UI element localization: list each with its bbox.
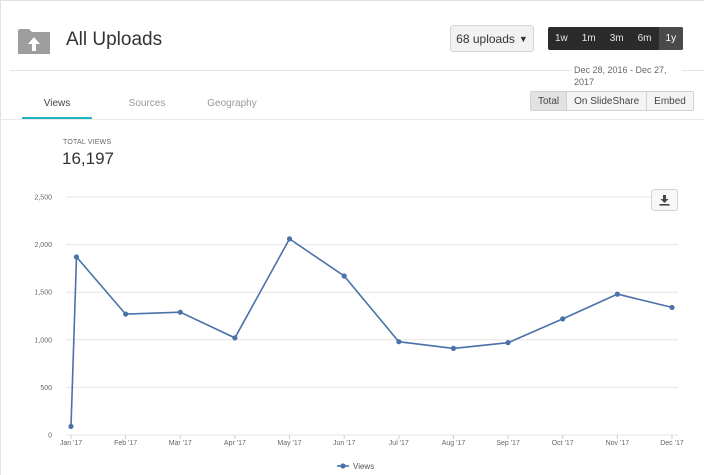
- page-title: All Uploads: [66, 29, 163, 50]
- data-point[interactable]: [341, 273, 347, 279]
- x-tick-label: May '17: [277, 440, 301, 447]
- range-1m-button[interactable]: 1m: [581, 33, 596, 44]
- range-3m-button[interactable]: 3m: [609, 33, 624, 44]
- tabs-divider: [0, 119, 704, 120]
- views-line-chart: 0 500 1,000 1,500 2,000 2,500 Jan '17 Feb '17 M…: [34, 195, 684, 472]
- x-tick-label: Mar '17: [169, 440, 192, 447]
- data-point[interactable]: [450, 345, 457, 351]
- y-tick-label: 500: [40, 385, 52, 392]
- y-tick-label: 2,000: [34, 242, 52, 249]
- data-point[interactable]: [560, 316, 566, 322]
- folder-upload-icon: [18, 29, 50, 54]
- data-point[interactable]: [669, 304, 675, 311]
- x-tick-label: Aug '17: [442, 440, 466, 447]
- data-point[interactable]: [232, 335, 238, 341]
- range-1y-button[interactable]: 1y: [658, 27, 684, 50]
- data-point[interactable]: [68, 423, 74, 430]
- data-point[interactable]: [73, 254, 80, 260]
- data-point[interactable]: [177, 309, 183, 315]
- x-tick-label: Jun '17: [333, 440, 355, 447]
- header-divider: [10, 70, 704, 71]
- x-tick-label: Dec '17: [660, 440, 684, 447]
- data-point[interactable]: [396, 339, 402, 345]
- y-tick-label: 1,500: [34, 290, 52, 297]
- filter-on-slideshare-button[interactable]: On SlideShare: [566, 92, 647, 110]
- data-point[interactable]: [505, 340, 511, 346]
- filter-total-button[interactable]: Total: [531, 92, 567, 110]
- data-point[interactable]: [614, 291, 620, 297]
- y-tick-label: 0: [48, 433, 52, 440]
- x-tick-label: Sep '17: [496, 440, 520, 447]
- x-tick-label: Nov '17: [606, 440, 630, 447]
- x-axis: Jan '17 Feb '17 Mar '17 Apr '17 May '17 Jun '…: [60, 435, 684, 447]
- source-filter: Total On SlideShare Embed: [530, 91, 694, 111]
- tab-views[interactable]: Views: [22, 91, 92, 119]
- uploads-dropdown-label: 68 uploads: [456, 31, 515, 46]
- range-1w-button[interactable]: 1w: [555, 33, 568, 44]
- download-chart-button[interactable]: [651, 189, 678, 211]
- x-tick-label: Feb '17: [114, 440, 137, 447]
- data-point[interactable]: [286, 236, 293, 242]
- legend-label-views: Views: [353, 462, 374, 471]
- chart-grid: [66, 196, 678, 436]
- x-tick-label: Oct '17: [552, 440, 574, 447]
- x-tick-label: Jan '17: [60, 440, 82, 447]
- uploads-dropdown[interactable]: 68 uploads ▼: [450, 25, 534, 52]
- chart-legend: Views: [337, 462, 374, 471]
- range-6m-button[interactable]: 6m: [637, 33, 652, 44]
- data-points: [68, 236, 675, 430]
- caret-down-icon: ▼: [518, 33, 528, 44]
- total-views-label: TOTAL VIEWS: [63, 139, 112, 146]
- series-line-views: [70, 237, 673, 427]
- y-tick-label: 2,500: [34, 195, 52, 202]
- tab-geography[interactable]: Geography: [207, 98, 257, 109]
- x-tick-label: Apr '17: [224, 440, 246, 447]
- header: All Uploads 68 uploads ▼ 1w 1m 3m 6m 1y: [0, 0, 704, 70]
- time-range-selector: 1w 1m 3m 6m 1y: [548, 27, 684, 50]
- y-tick-label: 1,000: [34, 337, 52, 344]
- legend-dot-marker: [340, 463, 346, 469]
- download-icon: [659, 194, 670, 206]
- x-tick-label: Jul '17: [389, 440, 409, 447]
- date-range: Dec 28, 2016 - Dec 27, 2017: [572, 64, 682, 88]
- data-point[interactable]: [123, 311, 129, 317]
- total-views-value: 16,197: [62, 149, 114, 168]
- tab-sources[interactable]: Sources: [128, 98, 166, 109]
- filter-embed-button[interactable]: Embed: [646, 92, 693, 110]
- y-axis: 0 500 1,000 1,500 2,000 2,500: [34, 195, 52, 440]
